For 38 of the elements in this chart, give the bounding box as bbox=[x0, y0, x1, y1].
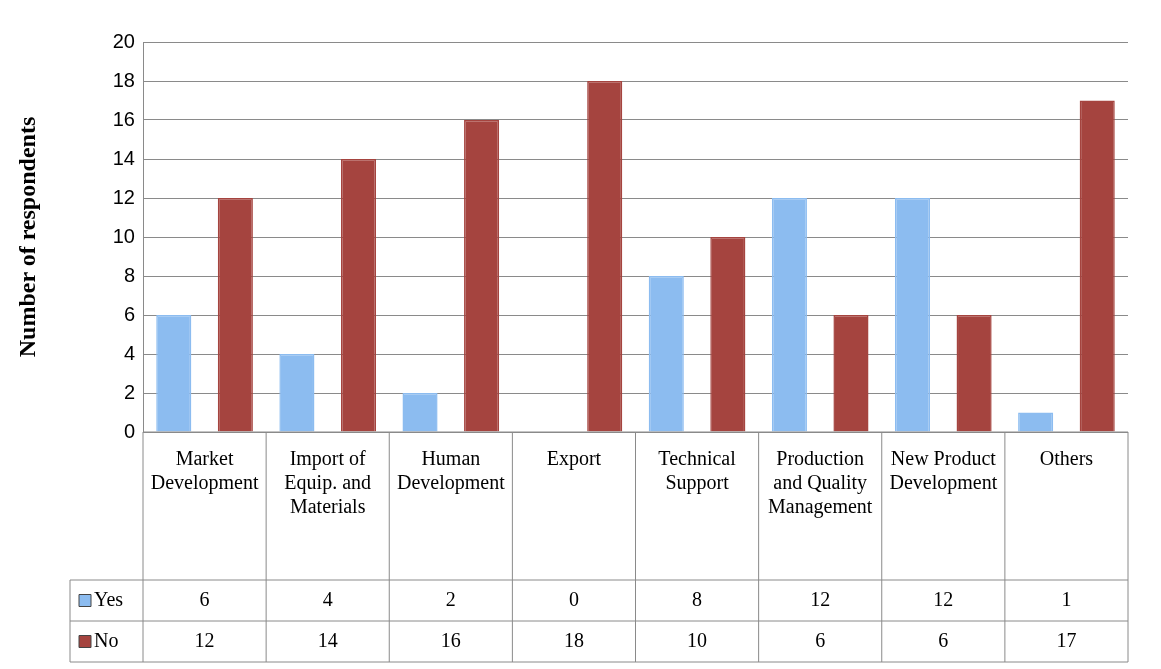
data-label: 12 bbox=[810, 587, 831, 610]
data-label: 6 bbox=[199, 587, 210, 610]
x-tick-label: Production and Quality Management bbox=[767, 447, 873, 519]
data-label: 16 bbox=[440, 628, 461, 651]
data-label: 18 bbox=[563, 628, 584, 651]
data-label: 10 bbox=[687, 628, 708, 651]
data-label: 12 bbox=[194, 628, 215, 651]
y-tick-label: 6 bbox=[123, 302, 135, 325]
x-tick-label: Others bbox=[1039, 447, 1094, 470]
y-tick-label: 0 bbox=[123, 419, 135, 442]
y-axis-title: Number of respondents bbox=[13, 116, 40, 358]
data-label: 6 bbox=[815, 628, 826, 651]
y-tick-label: 10 bbox=[112, 224, 135, 247]
data-label: 4 bbox=[322, 587, 333, 610]
data-label: 14 bbox=[317, 628, 338, 651]
y-tick-label: 20 bbox=[112, 29, 135, 52]
data-label: 8 bbox=[692, 587, 703, 610]
x-tick-label: Market Development bbox=[150, 447, 259, 495]
data-label: 12 bbox=[933, 587, 954, 610]
data-label: 1 bbox=[1061, 587, 1072, 610]
data-label: 0 bbox=[568, 587, 579, 610]
legend-label: No bbox=[94, 628, 119, 651]
x-tick-label: Technical Support bbox=[658, 447, 737, 495]
x-tick-label: Import of Equip. and Materials bbox=[284, 447, 372, 518]
x-tick-label: Human Development bbox=[396, 447, 506, 495]
legend-label: Yes bbox=[94, 587, 124, 610]
x-tick-label: New Product Development bbox=[889, 447, 998, 495]
y-tick-label: 2 bbox=[123, 380, 135, 403]
data-label: 17 bbox=[1056, 628, 1077, 651]
x-tick-label: Export bbox=[546, 447, 602, 471]
data-label: 2 bbox=[445, 587, 456, 610]
y-tick-label: 16 bbox=[112, 107, 135, 130]
y-tick-label: 8 bbox=[123, 263, 135, 286]
y-tick-label: 12 bbox=[112, 185, 135, 208]
y-tick-label: 18 bbox=[112, 68, 135, 91]
y-tick-label: 14 bbox=[112, 146, 135, 169]
y-tick-label: 4 bbox=[123, 341, 135, 364]
data-label: 6 bbox=[938, 628, 949, 651]
